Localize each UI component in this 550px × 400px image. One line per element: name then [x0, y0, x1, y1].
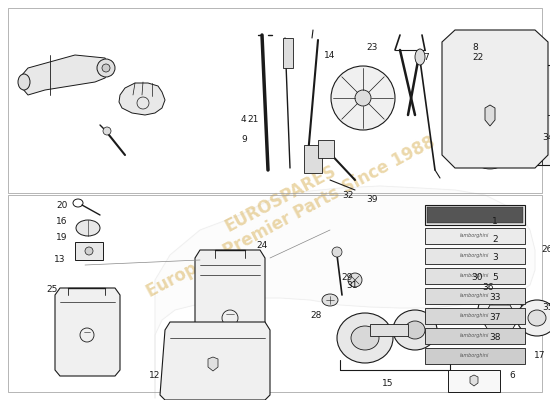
Ellipse shape — [415, 49, 425, 65]
Bar — [304, 145, 322, 173]
Ellipse shape — [97, 59, 115, 77]
Ellipse shape — [517, 300, 550, 336]
Polygon shape — [195, 250, 265, 365]
Ellipse shape — [332, 247, 342, 257]
Text: 23: 23 — [366, 42, 378, 52]
Text: lamborghini: lamborghini — [460, 354, 490, 358]
Text: 13: 13 — [54, 256, 66, 264]
Text: 34: 34 — [542, 134, 550, 142]
Bar — [425, 268, 525, 284]
Text: 39: 39 — [366, 196, 378, 204]
Text: 1: 1 — [492, 218, 498, 226]
Polygon shape — [442, 30, 548, 168]
Text: 4: 4 — [240, 116, 246, 124]
Ellipse shape — [480, 161, 500, 169]
Polygon shape — [470, 375, 478, 386]
Bar — [425, 228, 525, 244]
Text: 5: 5 — [492, 274, 498, 282]
Ellipse shape — [331, 66, 395, 130]
Text: 6: 6 — [509, 372, 515, 380]
Text: 17: 17 — [534, 350, 546, 360]
Text: 38: 38 — [490, 334, 500, 342]
Bar — [425, 348, 525, 364]
Text: 7: 7 — [423, 54, 429, 62]
Text: 14: 14 — [324, 50, 336, 60]
Bar — [8, 195, 542, 392]
Bar — [450, 65, 472, 160]
Ellipse shape — [102, 64, 110, 72]
Text: lamborghini: lamborghini — [460, 274, 490, 278]
Text: 9: 9 — [241, 136, 247, 144]
Text: 22: 22 — [472, 54, 483, 62]
Text: 36: 36 — [482, 284, 494, 292]
Ellipse shape — [393, 310, 437, 350]
Bar — [480, 75, 500, 163]
Ellipse shape — [351, 326, 379, 350]
Text: 8: 8 — [472, 42, 478, 52]
Ellipse shape — [449, 58, 471, 68]
Text: 33: 33 — [490, 294, 500, 302]
Text: 26: 26 — [541, 246, 550, 254]
Ellipse shape — [405, 321, 425, 339]
Bar — [425, 328, 525, 344]
Polygon shape — [55, 288, 120, 376]
Text: EUROSPARES
Europe's Premier Parts Since 1988: EUROSPARES Europe's Premier Parts Since … — [134, 115, 438, 301]
Bar — [448, 370, 500, 392]
Text: lamborghini: lamborghini — [460, 234, 490, 238]
Text: lamborghini: lamborghini — [460, 294, 490, 298]
Text: 31: 31 — [346, 280, 358, 290]
Bar — [510, 65, 550, 165]
Text: 2: 2 — [492, 236, 498, 244]
Text: 35: 35 — [542, 304, 550, 312]
Ellipse shape — [513, 53, 527, 67]
Text: 24: 24 — [256, 242, 268, 250]
Polygon shape — [482, 305, 518, 330]
Text: 21: 21 — [248, 116, 258, 124]
Bar — [8, 8, 542, 193]
Ellipse shape — [76, 220, 100, 236]
Text: 12: 12 — [149, 372, 161, 380]
Polygon shape — [22, 55, 108, 95]
Ellipse shape — [490, 301, 510, 319]
Bar — [318, 140, 334, 158]
Ellipse shape — [103, 127, 111, 135]
Text: 20: 20 — [56, 200, 68, 210]
Ellipse shape — [18, 74, 30, 90]
Ellipse shape — [528, 310, 546, 326]
Ellipse shape — [85, 247, 93, 255]
Bar — [425, 205, 525, 225]
Polygon shape — [208, 357, 218, 371]
Ellipse shape — [478, 290, 522, 330]
Text: lamborghini: lamborghini — [460, 334, 490, 338]
Text: 30: 30 — [471, 274, 483, 282]
Bar — [75, 242, 103, 260]
Text: lamborghini: lamborghini — [460, 314, 490, 318]
Text: 3: 3 — [492, 254, 498, 262]
Text: 19: 19 — [56, 234, 68, 242]
Ellipse shape — [449, 155, 471, 165]
Ellipse shape — [355, 90, 371, 106]
Bar — [425, 308, 525, 324]
Ellipse shape — [337, 313, 393, 363]
Bar — [283, 38, 293, 68]
Text: 15: 15 — [382, 378, 394, 388]
Bar — [370, 324, 408, 336]
Text: lamborghini: lamborghini — [460, 254, 490, 258]
Text: 29: 29 — [342, 274, 353, 282]
Text: 28: 28 — [310, 312, 322, 320]
Bar — [427, 207, 523, 223]
Ellipse shape — [480, 69, 500, 77]
Text: 16: 16 — [56, 218, 68, 226]
Polygon shape — [119, 83, 165, 115]
Text: 37: 37 — [490, 314, 500, 322]
Bar — [425, 288, 525, 304]
Bar — [425, 248, 525, 264]
Text: 25: 25 — [46, 286, 58, 294]
Polygon shape — [485, 105, 495, 126]
Polygon shape — [160, 322, 270, 400]
Text: 32: 32 — [342, 190, 354, 200]
Ellipse shape — [322, 294, 338, 306]
Ellipse shape — [348, 273, 362, 287]
Polygon shape — [155, 186, 535, 398]
